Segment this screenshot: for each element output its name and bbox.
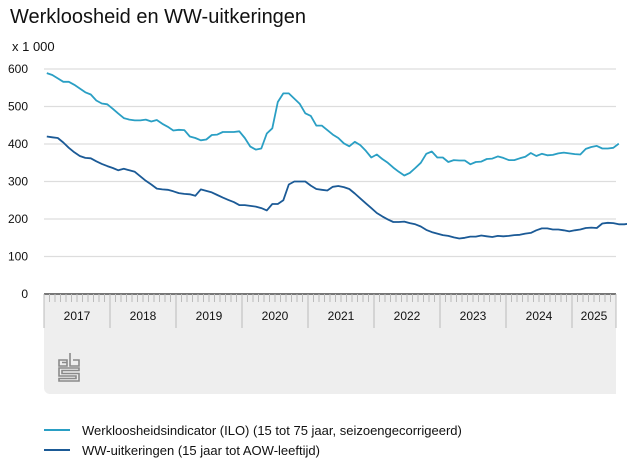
legend-item-ww: WW-uitkeringen (15 jaar tot AOW-leeftijd… xyxy=(44,440,462,460)
legend-swatch-ilo xyxy=(44,429,70,431)
legend-item-ilo: Werkloosheidsindicator (ILO) (15 tot 75 … xyxy=(44,420,462,440)
logo-panel xyxy=(44,330,616,394)
y-tick-label: 100 xyxy=(8,250,28,264)
legend-label-ww: WW-uitkeringen (15 jaar tot AOW-leeftijd… xyxy=(82,442,320,458)
x-tick-label: 2020 xyxy=(262,309,289,323)
series-lines xyxy=(46,72,627,240)
y-tick-label: 300 xyxy=(8,175,28,189)
legend: Werkloosheidsindicator (ILO) (15 tot 75 … xyxy=(44,420,462,460)
x-tick-label: 2021 xyxy=(328,309,355,323)
y-axis-ticks: 0 100 200 300 400 500 600 xyxy=(8,62,28,301)
series-line-ww xyxy=(46,135,627,240)
x-tick-label: 2022 xyxy=(394,309,421,323)
series-line-ilo xyxy=(46,72,620,177)
legend-swatch-ww xyxy=(44,449,70,451)
x-axis: 2017 2018 2019 2020 2021 2022 2023 2024 2025 xyxy=(43,293,617,328)
y-tick-label: 600 xyxy=(8,62,28,76)
y-tick-label: 400 xyxy=(8,137,28,151)
y-tick-label: 500 xyxy=(8,100,28,114)
chart-title: Werkloosheid en WW-uitkeringen xyxy=(10,6,307,28)
y-tick-label: 200 xyxy=(8,212,28,226)
x-tick-label: 2023 xyxy=(460,309,487,323)
x-tick-label: 2017 xyxy=(64,309,91,323)
legend-label-ilo: Werkloosheidsindicator (ILO) (15 tot 75 … xyxy=(82,422,462,438)
x-tick-label: 2025 xyxy=(581,309,608,323)
x-tick-label: 2024 xyxy=(526,309,553,323)
y-axis-unit-label: x 1 000 xyxy=(12,39,55,54)
cbs-logo-icon xyxy=(58,353,80,382)
y-tick-label: 0 xyxy=(21,287,28,301)
x-tick-label: 2018 xyxy=(130,309,157,323)
gridlines xyxy=(44,68,616,258)
x-tick-label: 2019 xyxy=(196,309,223,323)
